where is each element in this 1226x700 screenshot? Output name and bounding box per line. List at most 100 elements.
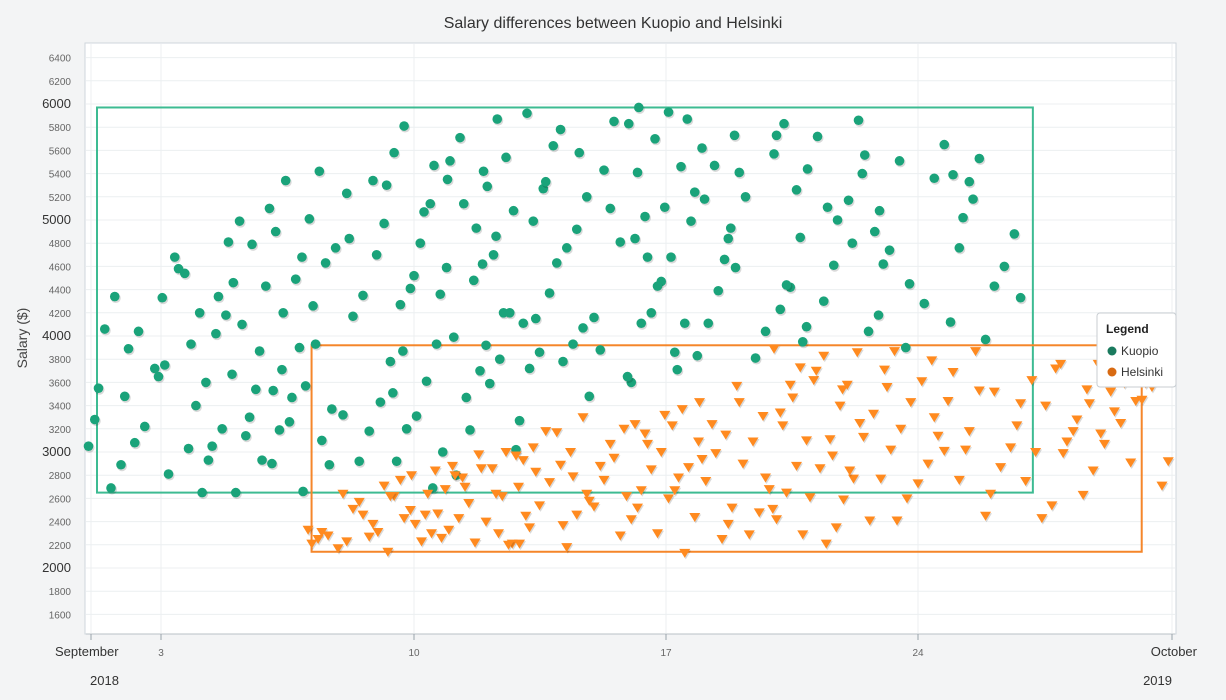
helsinki-point xyxy=(942,396,954,406)
kuopio-point xyxy=(89,414,100,425)
kuopio-point xyxy=(244,412,255,423)
kuopio-point xyxy=(234,216,245,226)
x-tick-label: September xyxy=(55,644,119,659)
helsinki-point xyxy=(837,385,848,395)
legend[interactable]: Legend Kuopio Helsinki xyxy=(1096,312,1177,388)
helsinki-point xyxy=(1061,437,1073,447)
helsinki-point xyxy=(710,449,722,459)
helsinki-point xyxy=(733,398,745,408)
legend-item-kuopio[interactable]: Kuopio xyxy=(1121,344,1159,358)
kuopio-point xyxy=(471,223,482,233)
helsinki-point xyxy=(963,427,975,437)
kuopio-point xyxy=(230,487,241,498)
helsinki-point xyxy=(787,393,799,403)
helsinki-point xyxy=(912,479,924,489)
kuopio-point xyxy=(409,270,419,281)
helsinki-point xyxy=(540,427,552,437)
helsinki-point xyxy=(824,435,836,445)
kuopio-point xyxy=(492,114,503,124)
kuopio-point xyxy=(571,224,582,235)
helsinki-point xyxy=(510,451,522,461)
kuopio-point xyxy=(853,115,864,126)
kuopio-point xyxy=(435,289,446,300)
kuopio-point xyxy=(348,311,358,322)
x-tick-label: 17 xyxy=(660,648,672,659)
helsinki-point xyxy=(517,456,529,466)
kuopio-point xyxy=(609,116,619,127)
kuopio-point xyxy=(371,250,382,260)
kuopio-point xyxy=(730,262,741,273)
kuopio-point xyxy=(703,318,714,329)
helsinki-point xyxy=(429,466,441,476)
helsinki-point xyxy=(774,408,786,418)
helsinki-point xyxy=(447,461,458,471)
legend-item-helsinki[interactable]: Helsinki xyxy=(1121,365,1163,379)
y-tick-label: 3800 xyxy=(49,355,72,366)
kuopio-point xyxy=(247,239,257,250)
helsinki-point xyxy=(960,445,972,455)
kuopio-point xyxy=(327,404,337,414)
helsinki-point xyxy=(716,535,728,544)
kuopio-point xyxy=(294,342,305,353)
kuopio-point xyxy=(650,134,660,144)
kuopio-point xyxy=(740,192,751,202)
kuopio-point xyxy=(663,107,674,117)
helsinki-point xyxy=(594,461,606,471)
kuopio-point xyxy=(399,121,409,131)
helsinki-point xyxy=(830,523,842,533)
grid xyxy=(86,44,1175,633)
kuopio-point xyxy=(636,318,647,329)
kuopio-point xyxy=(250,384,261,395)
y-tick-label: 2400 xyxy=(49,518,72,529)
kuopio-point xyxy=(211,328,221,339)
helsinki-point xyxy=(1067,427,1079,437)
helsinki-point xyxy=(757,412,769,422)
helsinki-point xyxy=(737,459,749,469)
kuopio-point xyxy=(939,139,950,150)
kuopio-point xyxy=(149,363,160,374)
kuopio-point xyxy=(666,252,676,262)
helsinki-point xyxy=(581,489,593,499)
kuopio-point xyxy=(669,347,680,358)
kuopio-point xyxy=(284,417,295,427)
kuopio-point xyxy=(300,381,311,391)
kuopio-point xyxy=(534,347,545,358)
helsinki-point xyxy=(561,543,573,553)
helsinki-point xyxy=(306,539,318,549)
kuopio-point xyxy=(558,356,568,367)
helsinki-point xyxy=(588,502,600,512)
helsinki-point xyxy=(706,420,718,430)
kuopio-point xyxy=(954,243,965,253)
helsinki-point xyxy=(621,492,632,502)
kuopio-point xyxy=(561,243,572,253)
kuopio-point xyxy=(364,426,375,436)
kuopio-point xyxy=(139,421,150,432)
helsinki-point xyxy=(513,482,524,492)
kuopio-point xyxy=(431,339,442,349)
helsinki-point xyxy=(557,521,569,531)
kuopio-point xyxy=(191,400,201,411)
kuopio-point xyxy=(524,363,535,374)
y-tick-label: 3200 xyxy=(49,425,72,436)
helsinki-point xyxy=(524,523,535,533)
helsinki-point xyxy=(439,485,451,495)
kuopio-point xyxy=(482,181,493,192)
kuopio-point xyxy=(652,281,663,291)
series-boxes xyxy=(96,106,1143,553)
helsinki-point xyxy=(988,387,1000,397)
helsinki-point xyxy=(885,445,897,455)
helsinki-point xyxy=(1036,514,1048,524)
kuopio-point xyxy=(227,369,237,380)
kuopio-point xyxy=(116,459,126,470)
kuopio-point xyxy=(228,277,239,288)
kuopio-point xyxy=(540,176,551,187)
helsinki-point xyxy=(804,493,816,503)
kuopio-point xyxy=(320,258,331,268)
y-tick-label: 6200 xyxy=(49,77,72,88)
kuopio-point xyxy=(491,231,501,242)
helsinki-point xyxy=(618,424,630,434)
helsinki-point xyxy=(938,446,950,456)
helsinki-point xyxy=(480,517,492,527)
kuopio-point xyxy=(679,318,690,329)
helsinki-point xyxy=(676,405,688,415)
